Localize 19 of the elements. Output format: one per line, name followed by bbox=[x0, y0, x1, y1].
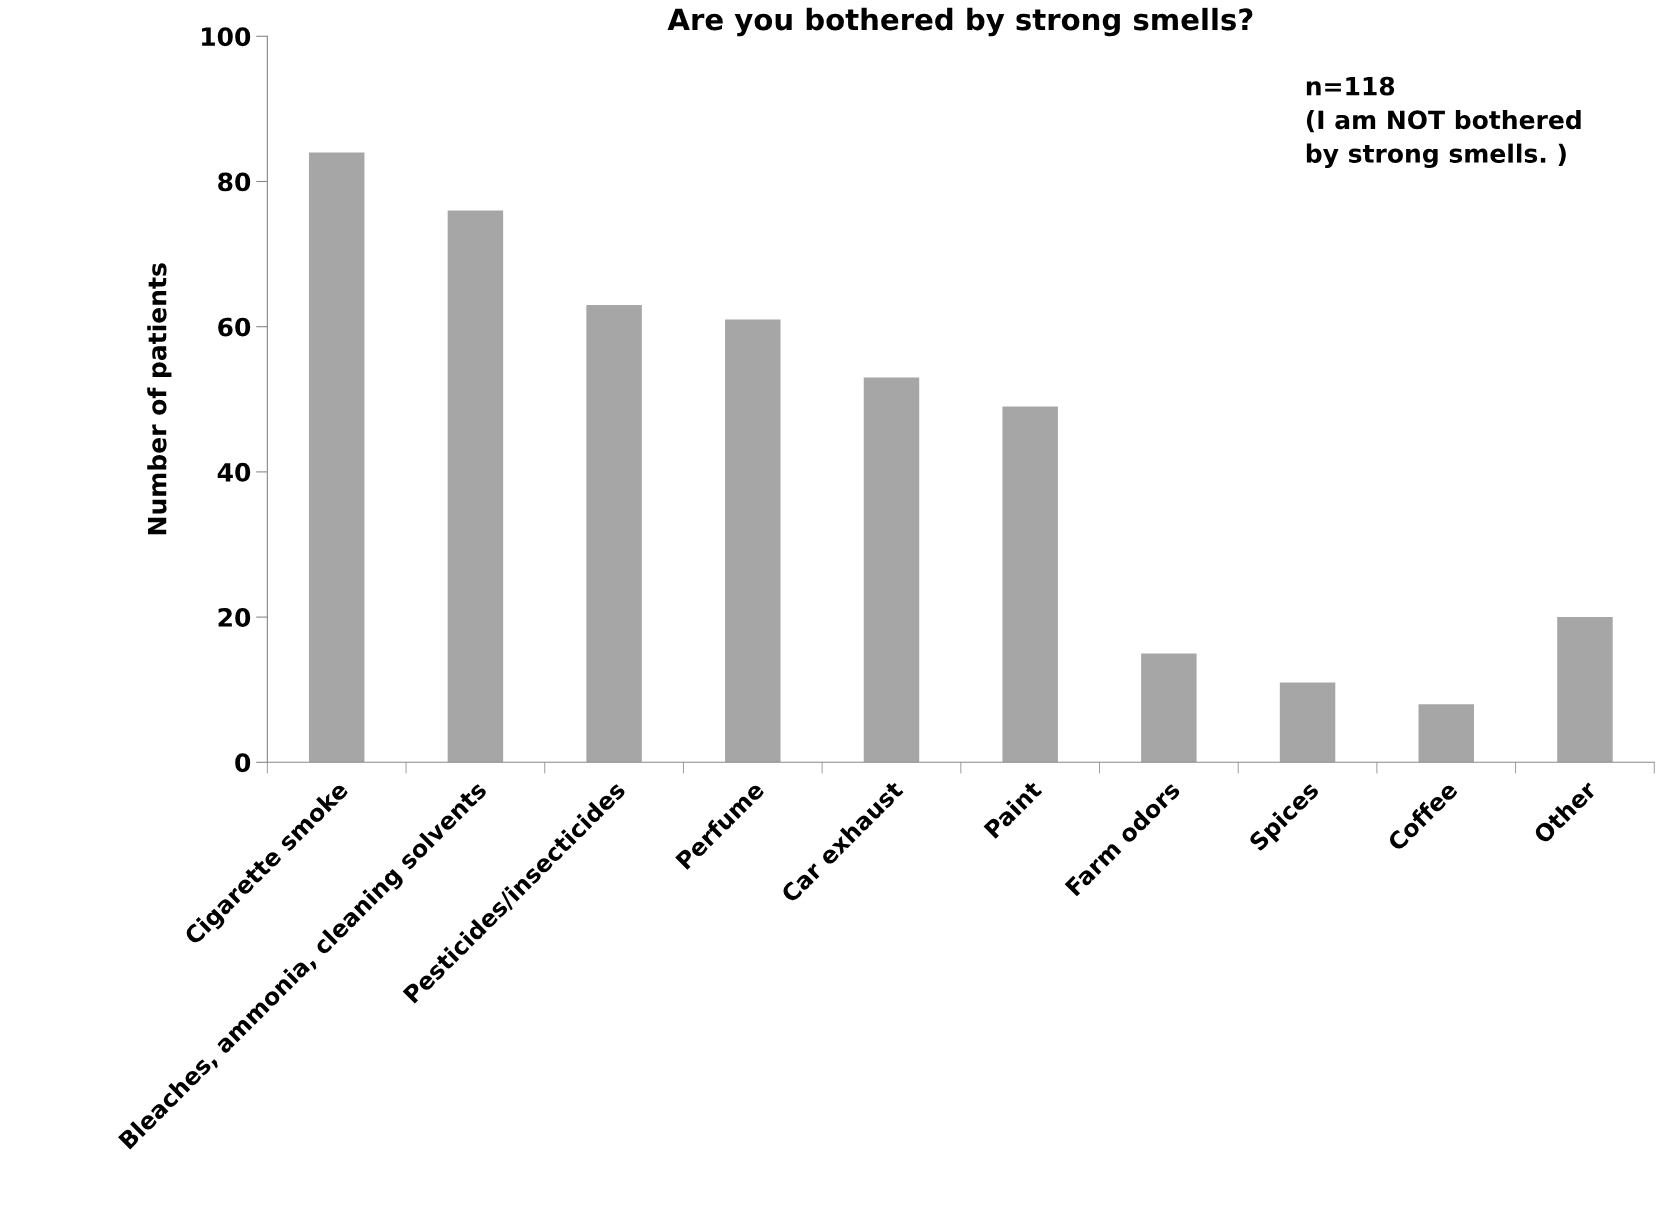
y-tick-label: 20 bbox=[218, 608, 251, 627]
y-tick-label: 40 bbox=[217, 462, 251, 482]
bar bbox=[447, 210, 504, 763]
bar bbox=[1002, 406, 1058, 763]
bar bbox=[1141, 653, 1197, 763]
y-tick-label: 100 bbox=[202, 27, 251, 47]
y-tick-label: 0 bbox=[235, 753, 251, 773]
chart-title: Are you bothered by strong smells? bbox=[667, 7, 1253, 37]
bar bbox=[1279, 682, 1336, 763]
bar bbox=[586, 304, 642, 763]
bar bbox=[725, 319, 781, 763]
bar bbox=[1557, 617, 1613, 763]
bar bbox=[863, 377, 920, 763]
bar bbox=[308, 152, 365, 763]
annotation: n=118 (I am NOT bothered by strong smells. ) bbox=[1306, 76, 1581, 169]
y-axis-title: Number of patients bbox=[147, 263, 172, 535]
y-tick-label: 60 bbox=[218, 317, 251, 337]
y-tick-label: 80 bbox=[218, 172, 251, 192]
bar bbox=[1418, 704, 1474, 763]
